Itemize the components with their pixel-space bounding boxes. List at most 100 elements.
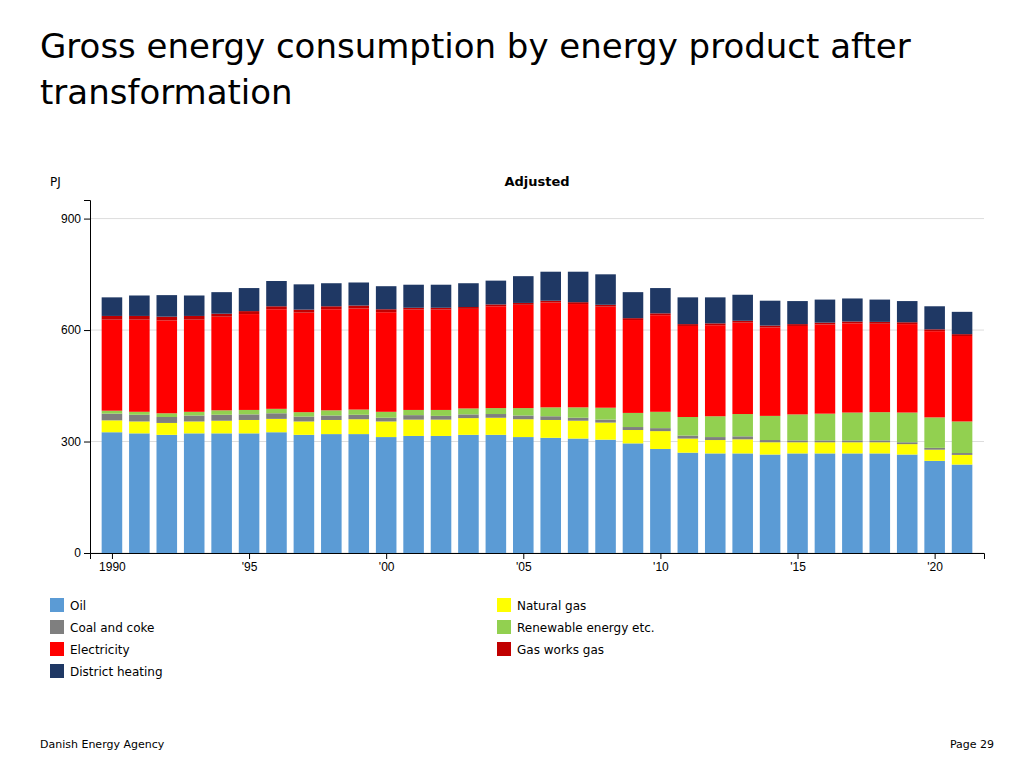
tick: '00 — [379, 553, 395, 574]
bar — [239, 414, 260, 420]
bar — [129, 295, 150, 315]
legend-label: District heating — [70, 665, 163, 679]
bar — [568, 421, 589, 439]
bar — [897, 322, 918, 324]
bar — [157, 435, 178, 553]
bar — [705, 323, 726, 325]
legend-swatch — [50, 664, 64, 678]
bar — [513, 276, 534, 303]
legend-swatch — [50, 620, 64, 634]
bar — [294, 435, 315, 553]
bar — [650, 412, 671, 428]
bar — [102, 432, 123, 553]
legend-label: Oil — [70, 599, 86, 613]
tick: 1990 — [99, 553, 126, 574]
legend-swatch — [497, 642, 511, 656]
bar — [842, 413, 863, 441]
bar — [239, 288, 260, 311]
tick-label: '20 — [927, 560, 943, 574]
bar — [732, 436, 753, 439]
bar — [348, 415, 369, 419]
bar — [266, 306, 287, 309]
bar — [403, 436, 424, 553]
bar — [568, 418, 589, 421]
bar — [513, 303, 534, 305]
bar — [376, 418, 397, 422]
tick: '20 — [927, 553, 943, 574]
bar — [568, 302, 589, 304]
bar — [266, 432, 287, 553]
bar — [897, 442, 918, 444]
bar — [431, 285, 452, 308]
bar — [815, 440, 836, 442]
bar — [266, 413, 287, 419]
bar — [458, 418, 479, 435]
bar — [678, 324, 699, 326]
series — [102, 407, 973, 453]
bar — [266, 309, 287, 409]
bar — [595, 307, 616, 408]
bar — [486, 414, 507, 418]
bar — [897, 455, 918, 553]
bar — [952, 312, 973, 334]
legend-swatch — [497, 620, 511, 634]
bar — [321, 410, 342, 415]
bar — [924, 329, 945, 331]
bar — [102, 420, 123, 432]
bar — [239, 410, 260, 414]
bar — [376, 286, 397, 309]
bar — [266, 281, 287, 306]
bar — [705, 297, 726, 323]
bar — [952, 334, 973, 336]
bar — [403, 308, 424, 310]
legend-swatch — [50, 642, 64, 656]
bar — [129, 421, 150, 433]
bar — [952, 455, 973, 465]
bar — [842, 453, 863, 553]
bar — [623, 292, 644, 318]
bar — [211, 314, 232, 317]
tick-label: 1990 — [99, 560, 126, 574]
series — [102, 418, 973, 465]
bar — [294, 417, 315, 422]
tick-label: 300 — [61, 435, 81, 449]
bar — [376, 412, 397, 418]
bar — [842, 442, 863, 453]
bar — [458, 408, 479, 414]
bar — [650, 449, 671, 553]
bar — [431, 436, 452, 553]
bar — [486, 281, 507, 305]
bar — [431, 410, 452, 416]
bar — [211, 292, 232, 314]
legend-label: Renewable energy etc. — [517, 621, 655, 635]
tick-mark — [249, 553, 250, 559]
bar — [513, 419, 534, 437]
bar — [184, 412, 205, 416]
bar — [842, 323, 863, 412]
bar — [294, 421, 315, 434]
plot: 03006009001990'95'00'05'10'15'20 — [61, 201, 985, 574]
bar — [787, 326, 808, 414]
bar — [102, 316, 123, 320]
tick: 600 — [61, 323, 90, 337]
bar — [239, 311, 260, 314]
legend-item: Coal and coke — [50, 620, 154, 635]
bar — [458, 283, 479, 307]
annotation: Danish Energy Agency — [40, 738, 165, 751]
tick-mark — [523, 553, 524, 559]
tick: '05 — [516, 553, 532, 574]
bar — [705, 440, 726, 453]
tick-label: 600 — [61, 323, 81, 337]
bar — [897, 444, 918, 454]
bar — [211, 317, 232, 411]
bar — [294, 310, 315, 313]
bar — [787, 453, 808, 553]
bar — [513, 408, 534, 415]
bar — [595, 305, 616, 307]
bar — [678, 297, 699, 324]
bar — [211, 433, 232, 553]
bar — [595, 274, 616, 304]
bar — [184, 316, 205, 320]
legend-label: Electricity — [70, 643, 130, 657]
bar — [184, 421, 205, 433]
